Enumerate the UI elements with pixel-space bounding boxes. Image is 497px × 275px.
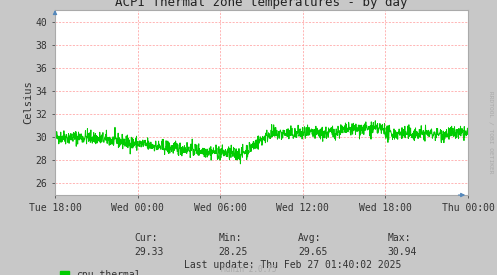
Text: Min:: Min: [219, 233, 242, 243]
Text: Last update: Thu Feb 27 01:40:02 2025: Last update: Thu Feb 27 01:40:02 2025 [184, 260, 401, 270]
Text: Avg:: Avg: [298, 233, 322, 243]
Text: Cur:: Cur: [134, 233, 158, 243]
Legend: cpu-thermal: cpu-thermal [60, 270, 141, 275]
Y-axis label: Celsius: Celsius [23, 81, 33, 124]
Text: Munin 2.0.75: Munin 2.0.75 [221, 265, 276, 274]
Title: ACPI Thermal zone temperatures - by day: ACPI Thermal zone temperatures - by day [115, 0, 408, 9]
Text: Max:: Max: [388, 233, 411, 243]
Text: 29.65: 29.65 [298, 248, 328, 257]
Text: 30.94: 30.94 [388, 248, 417, 257]
Text: 29.33: 29.33 [134, 248, 164, 257]
Text: RRDTOOL / TOBI OETIKER: RRDTOOL / TOBI OETIKER [489, 91, 494, 173]
Text: 28.25: 28.25 [219, 248, 248, 257]
